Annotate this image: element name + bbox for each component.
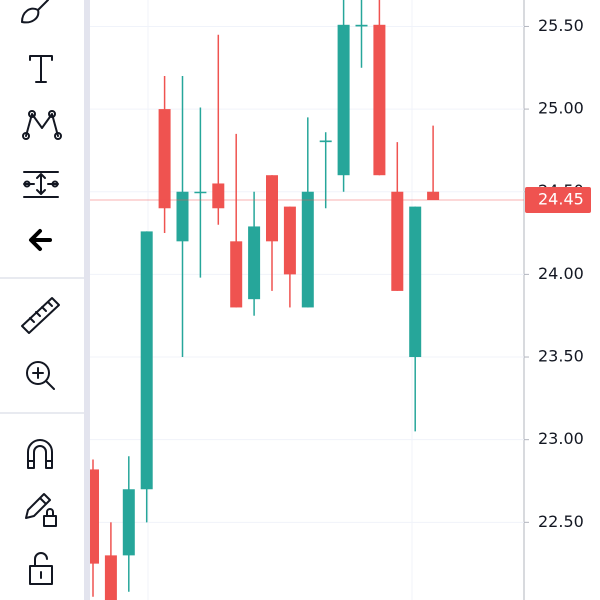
brush-tool[interactable]: [21, 0, 49, 24]
candle-body: [319, 140, 332, 143]
toolbar-border: [84, 0, 90, 600]
candle-body: [230, 241, 243, 308]
candle-body: [90, 469, 99, 564]
toolbar: [0, 0, 84, 600]
current-price-label: 24.45: [538, 190, 584, 209]
y-tick-label: 23.00: [538, 429, 584, 448]
pattern-tool[interactable]: [22, 110, 62, 140]
candle-body: [122, 489, 135, 556]
y-tick-label: 22.50: [538, 512, 584, 531]
plot-area: [90, 0, 524, 600]
current-price-box: [525, 187, 591, 213]
candle-body: [176, 191, 189, 242]
candle-body: [301, 191, 314, 308]
text-tool[interactable]: [29, 55, 53, 83]
candle-body: [427, 191, 440, 200]
y-tick-label: 25.00: [538, 99, 584, 118]
candle-body: [409, 206, 422, 358]
zoom-tool[interactable]: [26, 361, 55, 390]
hide-toolbar[interactable]: [29, 229, 52, 251]
y-tick-label: 25.50: [538, 16, 584, 35]
candle-body: [194, 191, 207, 194]
candle-body: [104, 555, 117, 600]
candle-body: [355, 24, 368, 27]
magnet-tool[interactable]: [27, 439, 53, 469]
prediction-tool[interactable]: [23, 171, 59, 198]
y-tick-label: 24.00: [538, 264, 584, 283]
lock-drawings[interactable]: [25, 493, 57, 527]
candle-body: [283, 206, 296, 275]
candle-body: [337, 24, 350, 176]
candle-body: [391, 191, 404, 291]
candle-body: [212, 183, 225, 209]
candle-body: [248, 226, 261, 300]
candle-body: [158, 109, 171, 209]
candle-body: [373, 24, 386, 176]
lock-all[interactable]: [29, 552, 53, 585]
ruler-tool[interactable]: [21, 297, 60, 334]
candle-body: [266, 175, 278, 242]
y-tick-label: 23.50: [538, 347, 584, 366]
candle-body: [140, 231, 153, 490]
